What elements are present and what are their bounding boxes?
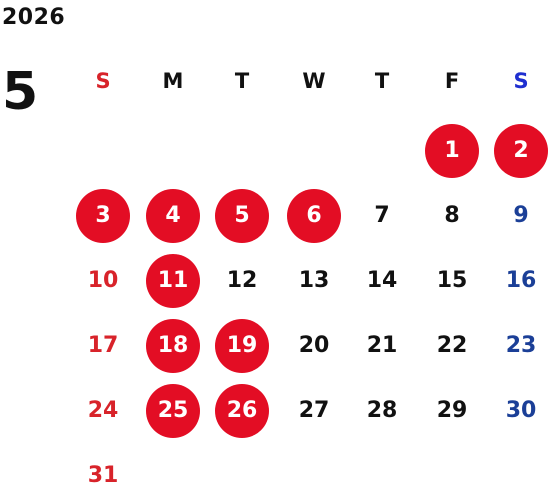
weekday-header-saturday: S: [513, 69, 529, 93]
day-cell-27[interactable]: 27: [298, 398, 330, 423]
day-cell-5[interactable]: 5: [215, 189, 269, 243]
day-cell-18[interactable]: 18: [146, 319, 200, 373]
day-cell-26[interactable]: 26: [215, 384, 269, 438]
day-cell-14[interactable]: 14: [366, 268, 398, 293]
weekday-header-thursday: T: [374, 69, 390, 93]
day-cell-25[interactable]: 25: [146, 384, 200, 438]
day-cell-30[interactable]: 30: [505, 398, 537, 423]
month-number: 5: [2, 62, 39, 122]
day-cell-16[interactable]: 16: [505, 268, 537, 293]
weekday-header-wednesday: W: [302, 69, 326, 93]
day-cell-3[interactable]: 3: [76, 189, 130, 243]
day-cell-23[interactable]: 23: [505, 333, 537, 358]
day-cell-10[interactable]: 10: [87, 268, 119, 293]
day-cell-9[interactable]: 9: [513, 203, 529, 228]
day-cell-31[interactable]: 31: [87, 463, 119, 488]
weekday-header-tuesday: T: [234, 69, 250, 93]
day-cell-8[interactable]: 8: [444, 203, 460, 228]
day-cell-6[interactable]: 6: [287, 189, 341, 243]
day-cell-12[interactable]: 12: [226, 268, 258, 293]
day-cell-28[interactable]: 28: [366, 398, 398, 423]
day-cell-17[interactable]: 17: [87, 333, 119, 358]
weekday-header-friday: F: [444, 69, 460, 93]
day-cell-22[interactable]: 22: [436, 333, 468, 358]
day-cell-13[interactable]: 13: [298, 268, 330, 293]
weekday-header-sunday: S: [95, 69, 111, 93]
day-cell-1[interactable]: 1: [425, 124, 479, 178]
day-cell-7[interactable]: 7: [374, 203, 390, 228]
day-cell-24[interactable]: 24: [87, 398, 119, 423]
day-cell-11[interactable]: 11: [146, 254, 200, 308]
day-cell-21[interactable]: 21: [366, 333, 398, 358]
day-cell-29[interactable]: 29: [436, 398, 468, 423]
day-cell-19[interactable]: 19: [215, 319, 269, 373]
day-cell-15[interactable]: 15: [436, 268, 468, 293]
year-label: 2026: [2, 5, 66, 30]
day-cell-4[interactable]: 4: [146, 189, 200, 243]
day-cell-20[interactable]: 20: [298, 333, 330, 358]
weekday-header-monday: M: [162, 69, 184, 93]
day-cell-2[interactable]: 2: [494, 124, 548, 178]
